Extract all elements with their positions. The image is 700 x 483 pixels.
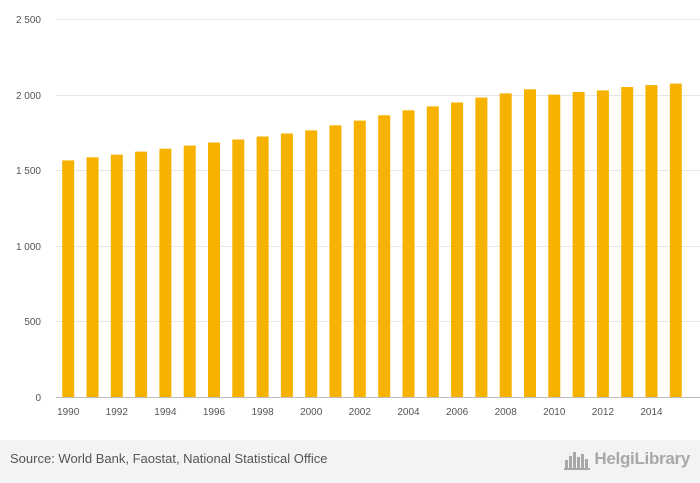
x-tick-label: 1998 xyxy=(251,407,274,418)
bar-2001 xyxy=(329,125,342,398)
bar-2007 xyxy=(475,97,488,397)
bar-2014 xyxy=(645,85,658,397)
source-note: Source: World Bank, Faostat, National St… xyxy=(10,451,328,466)
y-tick-label: 2 000 xyxy=(16,91,41,102)
y-tick-label: 0 xyxy=(35,393,41,404)
bar-1997 xyxy=(232,139,245,397)
bar-2002 xyxy=(353,120,366,397)
y-axis-ticks: 0 500 1 000 1 500 2 000 2 500 xyxy=(16,15,41,404)
bar-2004 xyxy=(402,110,415,398)
bar-1992 xyxy=(110,154,123,397)
x-tick-label: 1992 xyxy=(106,407,129,418)
x-tick-label: 1990 xyxy=(57,407,80,418)
bar-1996 xyxy=(208,142,220,397)
bar-1995 xyxy=(183,145,196,397)
y-tick-label: 1 500 xyxy=(16,166,41,177)
x-tick-label: 2010 xyxy=(543,407,566,418)
bar-2011 xyxy=(572,92,585,397)
bar-1990 xyxy=(62,160,75,397)
bar-2008 xyxy=(499,93,512,398)
bar-2005 xyxy=(426,106,439,398)
y-tick-label: 1 000 xyxy=(16,242,41,253)
bar-1993 xyxy=(135,151,148,397)
x-tick-label: 2002 xyxy=(349,407,372,418)
bars xyxy=(62,83,682,398)
bar-2000 xyxy=(305,130,318,397)
brand-name: HelgiLibrary xyxy=(594,449,690,468)
x-tick-label: 2012 xyxy=(592,407,615,418)
x-tick-label: 2000 xyxy=(300,407,323,418)
x-tick-label: 1996 xyxy=(203,407,226,418)
bar-1998 xyxy=(256,136,269,397)
bar-2003 xyxy=(378,115,391,398)
bar-2012 xyxy=(596,90,609,398)
bar-1994 xyxy=(159,148,172,397)
footer: Source: World Bank, Faostat, National St… xyxy=(0,440,700,483)
brand-logo[interactable]: HelgiLibrary xyxy=(564,448,690,470)
x-axis-ticks: 1990 1992 1994 1996 1998 2000 2002 2004 2006 2008… xyxy=(57,407,663,418)
x-tick-label: 1994 xyxy=(154,407,177,418)
x-tick-label: 2004 xyxy=(397,407,420,418)
x-tick-label: 2008 xyxy=(495,407,518,418)
bar-2006 xyxy=(451,102,464,397)
bar-2010 xyxy=(548,94,561,397)
bar-2013 xyxy=(621,87,634,397)
y-tick-label: 2 500 xyxy=(16,15,41,26)
bar-2009 xyxy=(524,89,536,398)
bar-2015 xyxy=(669,83,682,397)
chart-area: 0 500 1 000 1 500 2 000 2 500 1990 1992 1994 199… xyxy=(16,15,700,418)
x-tick-label: 2006 xyxy=(446,407,469,418)
y-tick-label: 500 xyxy=(24,317,41,328)
x-tick-label: 2014 xyxy=(640,407,663,418)
bar-1991 xyxy=(86,157,99,397)
bar-1999 xyxy=(280,133,293,397)
skyline-icon xyxy=(564,452,591,470)
